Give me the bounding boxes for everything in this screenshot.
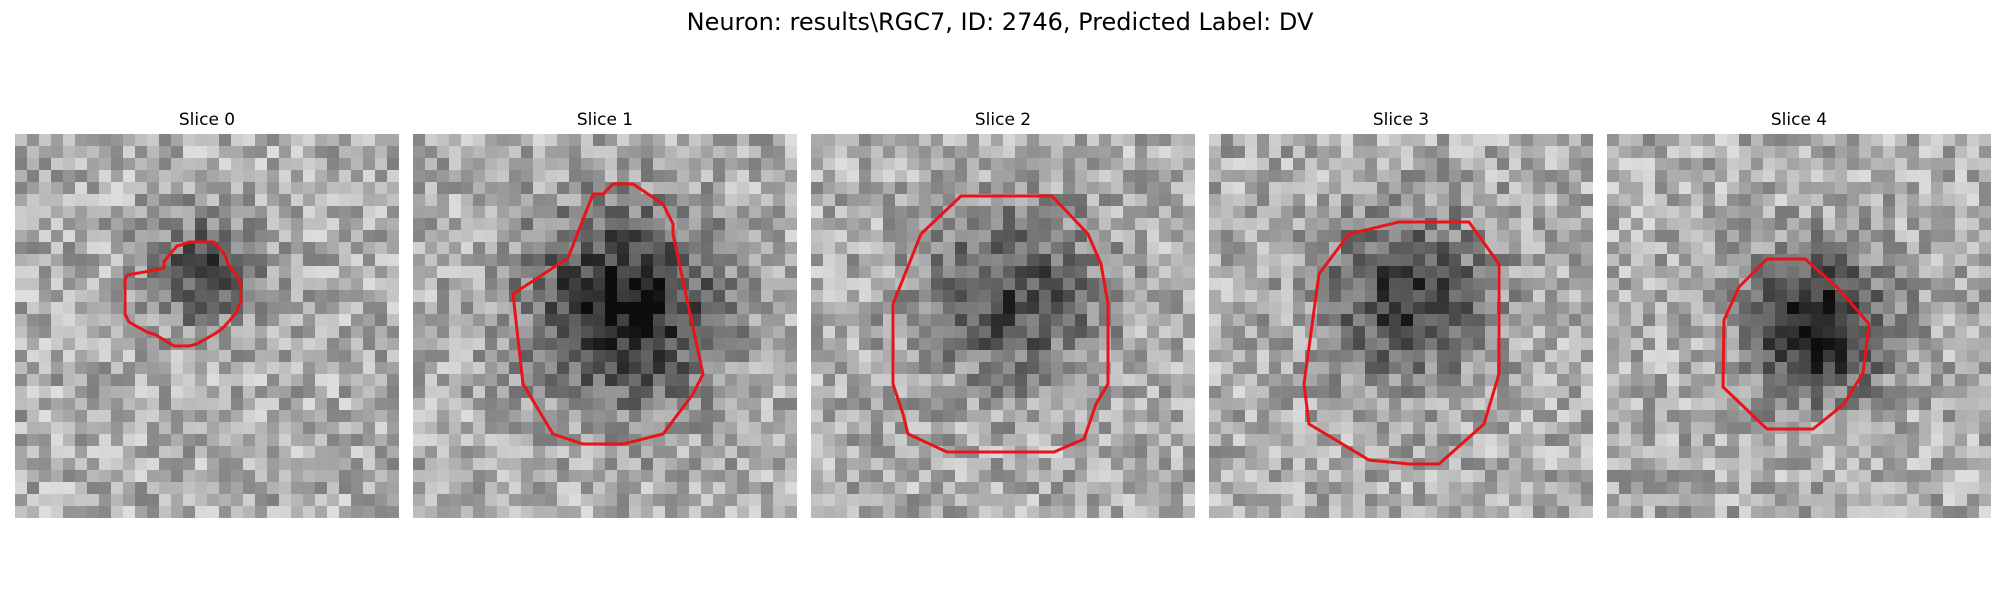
slice-image-4 (1607, 134, 1991, 518)
microscopy-pixels-3 (1209, 134, 1593, 518)
microscopy-pixels-2 (811, 134, 1195, 518)
microscopy-pixels-4 (1607, 134, 1991, 518)
slice-panel-4: Slice 4 (1607, 108, 1991, 518)
slice-panel-1: Slice 1 (413, 108, 797, 518)
slice-panel-2: Slice 2 (811, 108, 1195, 518)
microscopy-pixels-0 (15, 134, 399, 518)
slice-title-4: Slice 4 (1770, 110, 1828, 130)
slice-panel-0: Slice 0 (15, 108, 399, 518)
roi-contour-3 (1302, 220, 1501, 466)
slice-image-3 (1209, 134, 1593, 518)
roi-contour-2 (891, 194, 1110, 454)
slice-image-2 (811, 134, 1195, 518)
slice-title-3: Slice 3 (1372, 110, 1430, 130)
slice-image-1 (413, 134, 797, 518)
slice-image-0 (15, 134, 399, 518)
microscopy-pixels-1 (413, 134, 797, 518)
roi-contour-4 (1721, 257, 1871, 431)
figure-title: Neuron: results\RGC7, ID: 2746, Predicte… (686, 8, 1314, 36)
roi-contour-0 (123, 240, 243, 348)
slice-title-1: Slice 1 (576, 110, 634, 130)
roi-contour-1 (511, 182, 705, 446)
slice-title-2: Slice 2 (974, 110, 1032, 130)
slice-title-0: Slice 0 (178, 110, 236, 130)
slice-panel-3: Slice 3 (1209, 108, 1593, 518)
